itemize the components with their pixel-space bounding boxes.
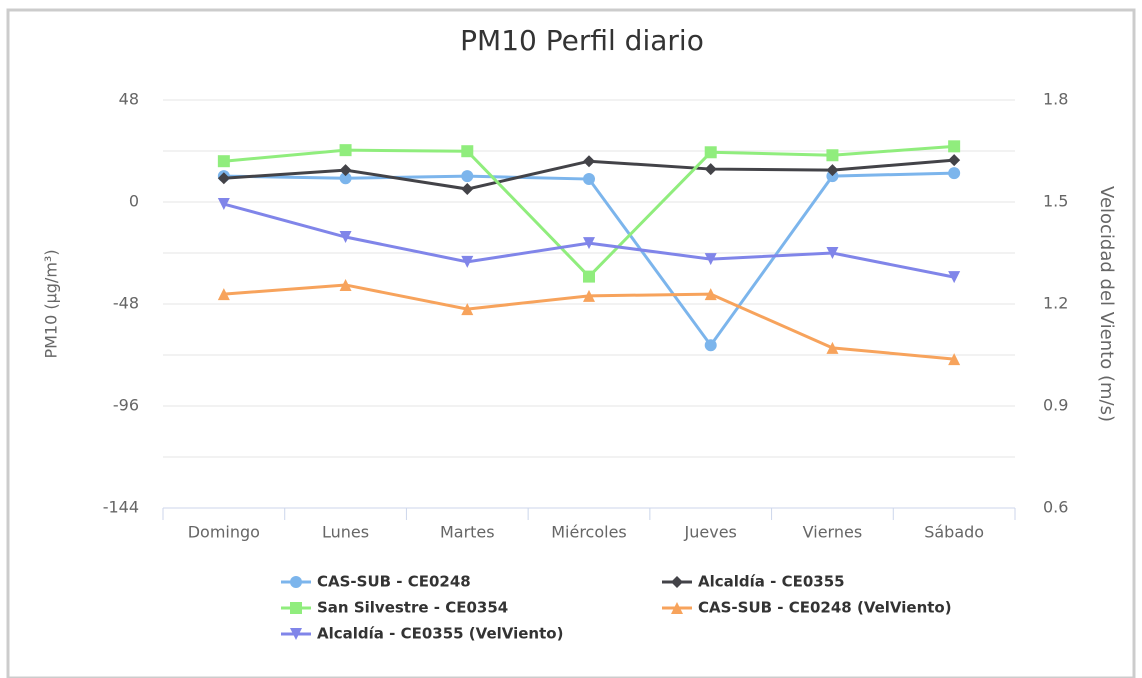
marker [461, 303, 474, 316]
marker [217, 198, 230, 211]
marker [948, 167, 961, 180]
marker [704, 146, 717, 159]
marker [704, 288, 717, 301]
marker [217, 288, 230, 301]
marker [583, 289, 595, 302]
marker [948, 140, 961, 153]
chart-title: PM10 Perfil diario [460, 24, 704, 57]
marker [461, 170, 474, 183]
marker [461, 183, 474, 196]
marker [339, 172, 352, 185]
x-tick-label: Viernes [803, 523, 863, 542]
marker [583, 270, 595, 283]
y2-tick-label: 0.9 [1043, 396, 1068, 415]
y2-axis-title: Velocidad del Viento (m/s) [1096, 186, 1117, 422]
marker [461, 145, 474, 158]
x-tick-label: Domingo [188, 523, 260, 542]
legend-marker [671, 576, 683, 588]
marker [583, 155, 595, 168]
y2-tick-label: 1.8 [1043, 90, 1068, 109]
marker [583, 237, 595, 250]
x-tick-label: Martes [440, 523, 495, 542]
x-tick-label: Sábado [924, 523, 984, 542]
x-tick-label: Lunes [322, 523, 369, 542]
legend-marker [290, 602, 302, 614]
marker [826, 164, 839, 177]
y2-tick-label: 0.6 [1043, 498, 1068, 517]
y-tick-label: -48 [113, 294, 139, 313]
marker [217, 155, 230, 168]
marker [217, 172, 230, 185]
legend-label: Alcaldía - CE0355 [698, 573, 845, 591]
y-tick-label: 48 [119, 90, 139, 109]
legend-marker [290, 628, 302, 640]
x-tick-label: Jueves [684, 523, 737, 542]
marker [704, 163, 717, 176]
legend-marker [290, 576, 302, 588]
frame [6, 8, 1136, 678]
legend-marker [671, 602, 683, 614]
marker [826, 149, 839, 162]
y-axis-title: PM10 (µg/m³) [42, 249, 61, 358]
y2-tick-label: 1.5 [1043, 192, 1068, 211]
marker [948, 271, 961, 284]
y2-tick-label: 1.2 [1043, 294, 1068, 313]
legend-label: CAS-SUB - CE0248 (VelViento) [698, 599, 952, 617]
legend-label: CAS-SUB - CE0248 [317, 573, 471, 591]
marker [704, 253, 717, 266]
legend-label: Alcaldía - CE0355 (VelViento) [317, 625, 563, 643]
legend-label: San Silvestre - CE0354 [317, 599, 508, 617]
marker [948, 154, 961, 167]
marker [461, 255, 474, 268]
marker [583, 173, 595, 186]
marker [948, 353, 961, 366]
marker [339, 231, 352, 244]
marker [704, 339, 717, 352]
marker [339, 278, 352, 291]
x-tick-label: Miércoles [551, 523, 627, 542]
marker [826, 341, 839, 354]
y-tick-label: -96 [113, 396, 139, 415]
marker [339, 164, 352, 177]
marker [339, 144, 352, 157]
y-tick-label: 0 [129, 192, 139, 211]
marker [826, 247, 839, 259]
y-tick-label: -144 [103, 498, 139, 517]
